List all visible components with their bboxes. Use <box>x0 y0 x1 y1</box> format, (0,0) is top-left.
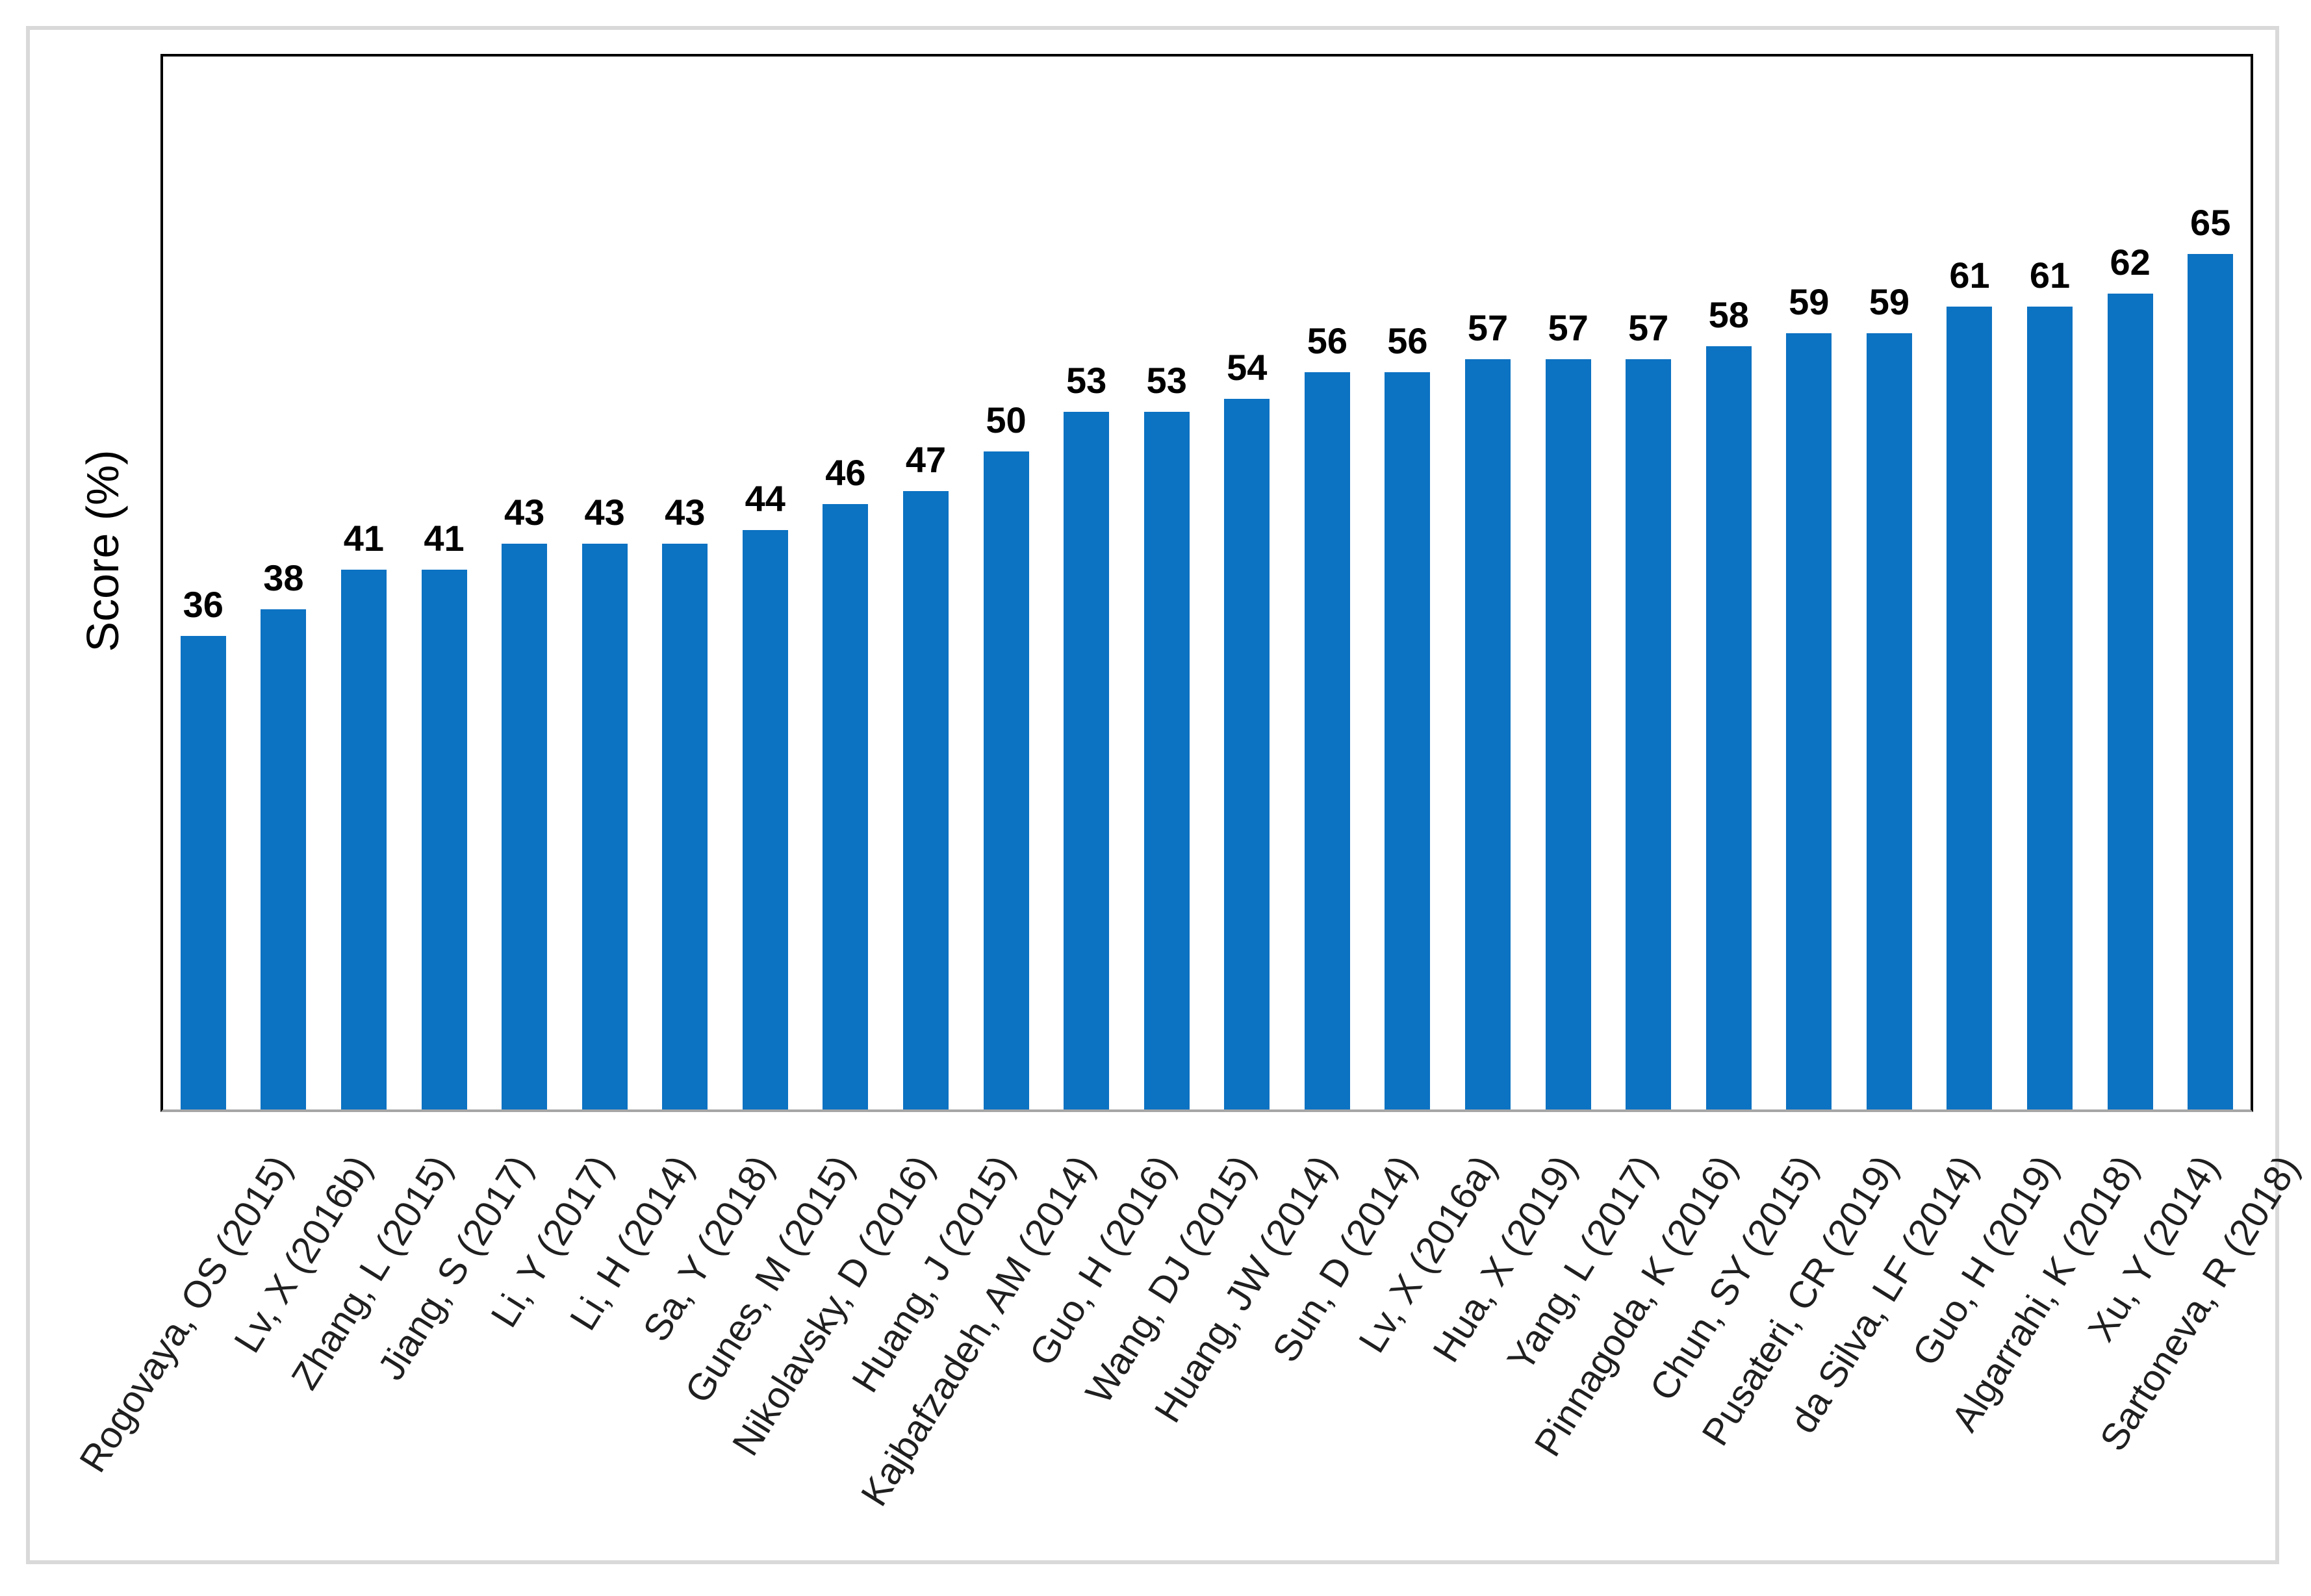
bar <box>1224 398 1270 1109</box>
bar-value-label: 46 <box>825 451 866 493</box>
bars-layer: 36 38 41 41 43 43 43 44 46 47 50 53 53 54 56 56 57 57 57 58… <box>163 57 2251 1109</box>
bar <box>2188 253 2234 1109</box>
bar <box>2107 293 2153 1109</box>
bar <box>340 570 387 1109</box>
figure-border <box>26 26 2279 1564</box>
bar-value-label: 54 <box>1227 346 1268 388</box>
bar <box>1786 333 1832 1109</box>
bar <box>1064 412 1110 1109</box>
x-axis-labels: Rogovaya, OS (2015) Lv, X (2016b) Zhang, L… <box>71 1115 2308 1595</box>
bar <box>902 490 949 1109</box>
bar-value-label: 65 <box>2190 201 2231 243</box>
bar <box>742 530 788 1109</box>
bar-value-label: 43 <box>665 491 706 533</box>
y-axis-title: Score (%) <box>77 450 128 652</box>
bar <box>1866 333 1912 1109</box>
bar-value-label: 44 <box>745 478 785 520</box>
bar-value-label: 43 <box>504 491 545 533</box>
bar-value-label: 41 <box>424 518 465 559</box>
bar-value-label: 56 <box>1387 320 1428 362</box>
bar <box>1385 372 1431 1109</box>
bar-value-label: 43 <box>584 491 625 533</box>
bar <box>421 570 467 1109</box>
bar <box>983 451 1029 1109</box>
bar <box>502 543 548 1109</box>
bar <box>1705 346 1752 1109</box>
bar-value-label: 61 <box>2029 255 2071 296</box>
bar <box>823 503 869 1109</box>
bar-value-label: 62 <box>2110 241 2151 283</box>
bar <box>1626 359 1672 1109</box>
bar-value-label: 61 <box>1949 255 1990 296</box>
bar-value-label: 58 <box>1708 294 1749 335</box>
bar-value-label: 59 <box>1789 281 1830 322</box>
bar <box>2027 307 2073 1109</box>
bar-value-label: 53 <box>1066 360 1107 401</box>
bar <box>662 543 708 1109</box>
bar <box>581 543 628 1109</box>
bar-value-label: 57 <box>1467 307 1509 349</box>
bar <box>1545 359 1591 1109</box>
bar-value-label: 47 <box>905 438 947 480</box>
bar-value-label: 50 <box>986 399 1027 440</box>
bar <box>261 609 307 1109</box>
bar-value-label: 57 <box>1628 307 1669 349</box>
plot-area: 36 38 41 41 43 43 43 44 46 47 50 53 53 54 56 56 57 57 57 58… <box>160 54 2253 1112</box>
bar <box>1143 412 1190 1109</box>
bar-value-label: 59 <box>1869 281 1910 322</box>
bar-value-label: 53 <box>1146 360 1187 401</box>
bar-value-label: 36 <box>183 583 223 625</box>
bar <box>1947 307 1993 1109</box>
bar-value-label: 41 <box>343 518 385 559</box>
bar-value-label: 38 <box>263 557 304 599</box>
bar <box>1304 372 1350 1109</box>
bar <box>180 635 226 1109</box>
bar-value-label: 57 <box>1548 307 1589 349</box>
bar-value-label: 56 <box>1307 320 1347 362</box>
bar <box>1465 359 1511 1109</box>
